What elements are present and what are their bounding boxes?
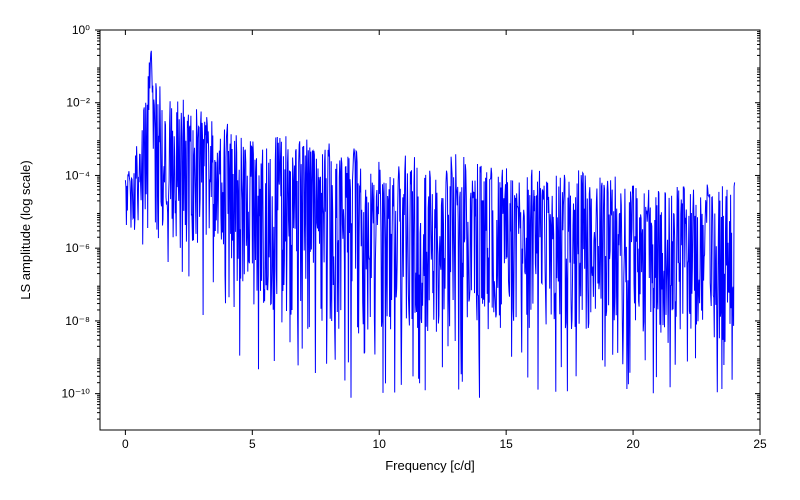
ytick-label: 10⁰ <box>72 23 90 37</box>
xtick-label: 5 <box>249 437 256 451</box>
ytick-label: 10⁻² <box>66 96 90 110</box>
ytick-label: 10⁻⁸ <box>65 314 90 328</box>
xtick-label: 20 <box>626 437 640 451</box>
ytick-label: 10⁻⁶ <box>65 241 90 255</box>
ytick-label: 10⁻¹⁰ <box>62 387 91 401</box>
xtick-label: 25 <box>753 437 767 451</box>
periodogram-line <box>125 51 734 398</box>
x-axis-label: Frequency [c/d] <box>385 458 475 473</box>
chart-svg: 0 5 10 15 20 25 10⁻¹⁰ 10⁻⁸ 10⁻⁶ 10⁻⁴ 10⁻² 10⁰ Freque… <box>0 0 800 500</box>
periodogram-chart: 0 5 10 15 20 25 10⁻¹⁰ 10⁻⁸ 10⁻⁶ 10⁻⁴ 10⁻² 10⁰ Freque… <box>0 0 800 500</box>
y-axis-label: LS amplitude (log scale) <box>18 160 33 299</box>
xtick-label: 10 <box>373 437 387 451</box>
ytick-label: 10⁻⁴ <box>65 168 90 182</box>
xtick-label: 0 <box>122 437 129 451</box>
xtick-label: 15 <box>499 437 513 451</box>
